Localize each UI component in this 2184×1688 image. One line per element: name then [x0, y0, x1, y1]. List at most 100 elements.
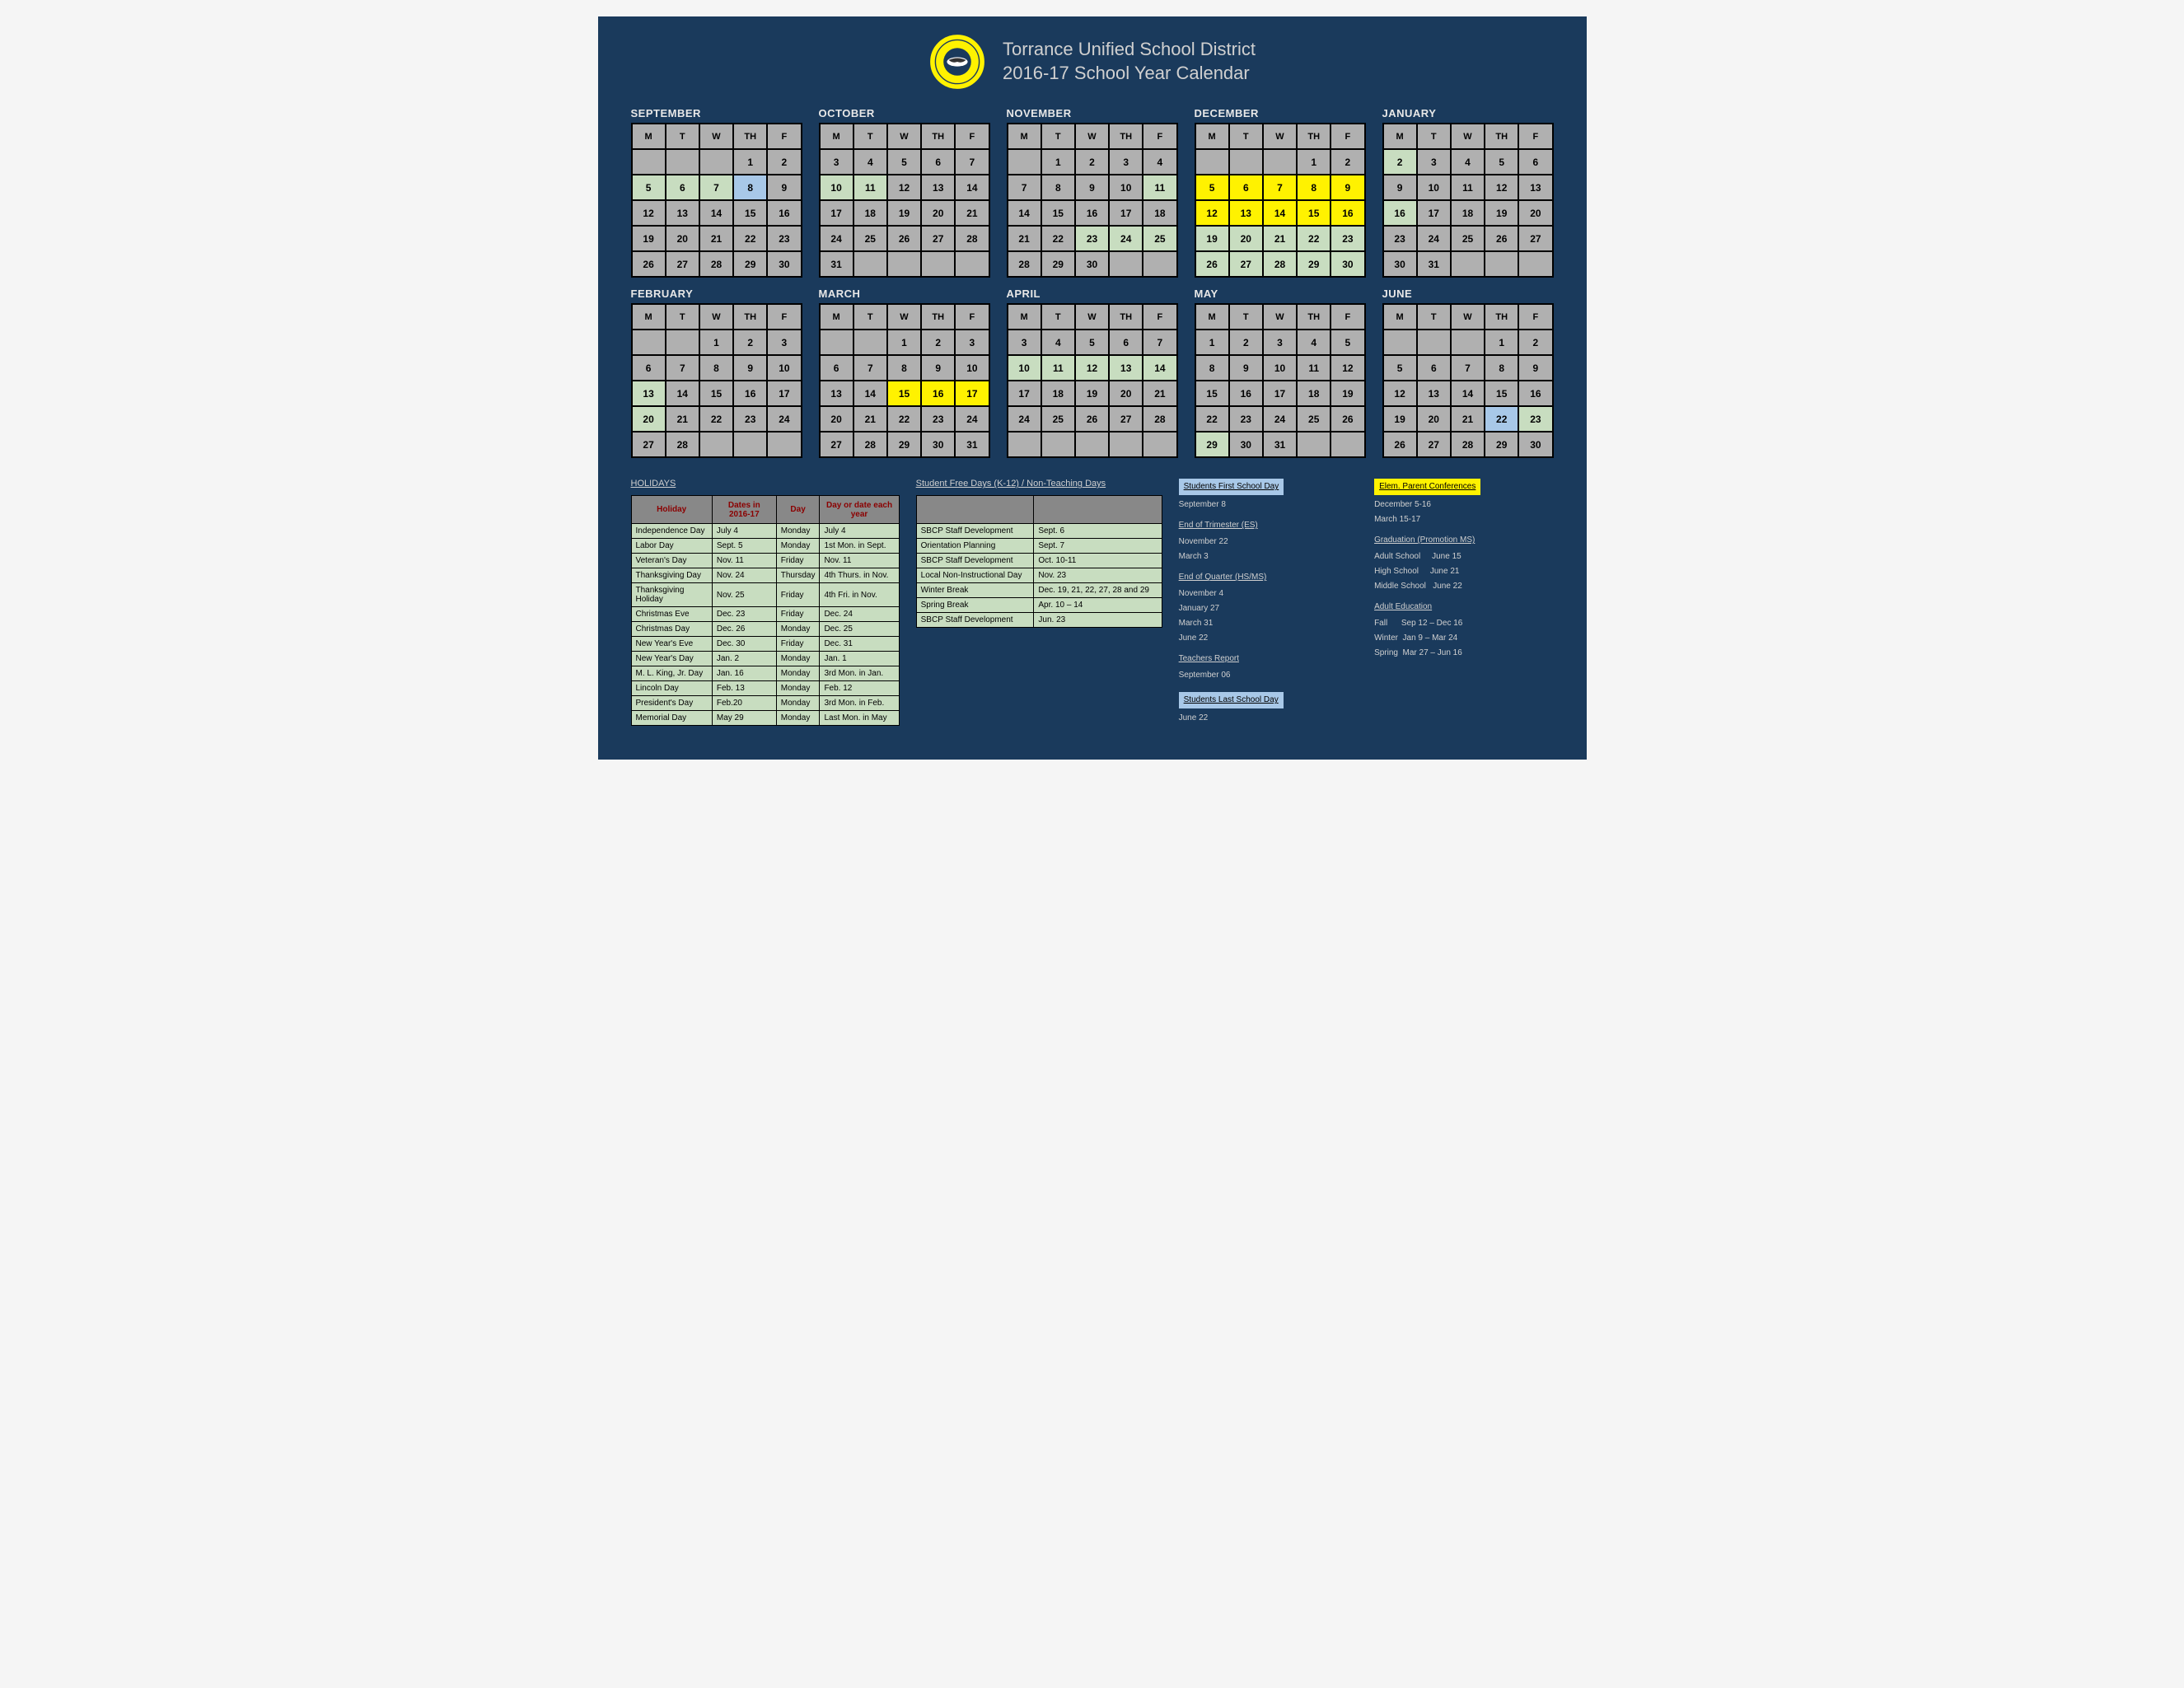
table-cell: Jan. 2 [712, 652, 776, 666]
calendar-cell: 20 [1110, 381, 1142, 405]
calendar-cell: 25 [1143, 227, 1176, 250]
calendar-cell: 13 [1519, 175, 1551, 199]
calendar-cell: 6 [1519, 150, 1551, 174]
title-line2: 2016-17 School Year Calendar [1003, 62, 1256, 86]
day-header: W [1264, 124, 1296, 148]
calendar-cell: 23 [734, 407, 766, 431]
calendar-cell: 3 [1264, 330, 1296, 354]
month-grid: MTWTHF123678910131415161720212223242728 [631, 303, 802, 458]
calendar-cell [1110, 433, 1142, 456]
table-cell: Jun. 23 [1034, 613, 1162, 628]
calendar-cell: 27 [1418, 433, 1450, 456]
calendar-cell: 30 [1519, 433, 1551, 456]
table-cell: Feb. 12 [820, 681, 899, 696]
conferences-text2: March 15-17 [1374, 513, 1553, 526]
day-header: M [1384, 124, 1416, 148]
calendar-cell: 14 [956, 175, 988, 199]
calendar-cell: 20 [633, 407, 665, 431]
calendar-cell: 2 [1384, 150, 1416, 174]
table-cell: Christmas Day [631, 622, 712, 637]
calendars-grid: SEPTEMBERMTWTHF1256789121314151619202122… [631, 107, 1554, 458]
calendar-cell: 13 [1418, 381, 1450, 405]
calendar-cell: 19 [1076, 381, 1108, 405]
day-header: W [1264, 305, 1296, 329]
calendar-cell: 2 [1331, 150, 1363, 174]
calendar-cell: 18 [854, 201, 886, 225]
calendar-cell: 14 [1143, 356, 1176, 380]
calendar-cell: 29 [1196, 433, 1228, 456]
day-header: F [956, 305, 988, 329]
calendar-cell [700, 433, 732, 456]
calendar-cell: 7 [1264, 175, 1296, 199]
calendar-cell: 27 [922, 227, 954, 250]
calendar-cell: 11 [1298, 356, 1330, 380]
month-may: MAYMTWTHF1234589101112151617181922232425… [1195, 288, 1366, 458]
calendar-cell: 23 [768, 227, 800, 250]
calendar-cell: 28 [1264, 252, 1296, 276]
calendar-cell [1076, 433, 1108, 456]
day-header: M [1196, 124, 1228, 148]
calendar-cell: 19 [1384, 407, 1416, 431]
month-name: DECEMBER [1195, 107, 1366, 119]
table-cell: Independence Day [631, 524, 712, 539]
table-cell: Nov. 23 [1034, 568, 1162, 583]
table-cell: Dec. 25 [820, 622, 899, 637]
calendar-cell: 31 [956, 433, 988, 456]
table-row: M. L. King, Jr. DayJan. 16Monday3rd Mon.… [631, 666, 899, 681]
calendar-cell [888, 252, 920, 276]
calendar-cell: 1 [734, 150, 766, 174]
month-name: MARCH [819, 288, 990, 300]
calendar-cell: 4 [1298, 330, 1330, 354]
calendar-cell: 6 [633, 356, 665, 380]
day-header: F [1331, 124, 1363, 148]
day-header: TH [922, 124, 954, 148]
table-cell: Veteran's Day [631, 554, 712, 568]
calendar-cell: 31 [821, 252, 853, 276]
table-cell: Thanksgiving Day [631, 568, 712, 583]
table-cell: Friday [776, 554, 820, 568]
calendar-cell: 4 [1042, 330, 1074, 354]
calendar-cell: 14 [700, 201, 732, 225]
calendar-cell: 29 [734, 252, 766, 276]
day-header: W [888, 124, 920, 148]
calendar-cell [1008, 150, 1041, 174]
calendar-cell [1230, 150, 1262, 174]
day-header: T [1042, 124, 1074, 148]
calendar-cell: 16 [1384, 201, 1416, 225]
calendar-cell: 12 [1485, 175, 1518, 199]
month-november: NOVEMBERMTWTHF12347891011141516171821222… [1007, 107, 1178, 278]
calendar-cell: 13 [666, 201, 699, 225]
calendar-cell: 17 [768, 381, 800, 405]
table-cell: Local Non-Instructional Day [916, 568, 1034, 583]
calendar-cell: 14 [1452, 381, 1484, 405]
calendar-cell: 21 [854, 407, 886, 431]
day-header: W [1452, 124, 1484, 148]
day-header: F [768, 305, 800, 329]
month-january: JANUARYMTWTHF234569101112131617181920232… [1382, 107, 1554, 278]
info-line: March 3 [1179, 550, 1358, 563]
table-row: President's DayFeb.20Monday3rd Mon. in F… [631, 696, 899, 711]
table-cell: Feb. 13 [712, 681, 776, 696]
table-cell: Oct. 10-11 [1034, 554, 1162, 568]
calendar-cell [1008, 433, 1041, 456]
calendar-cell: 27 [633, 433, 665, 456]
calendar-cell: 24 [1264, 407, 1296, 431]
table-cell: Monday [776, 666, 820, 681]
calendar-cell: 28 [956, 227, 988, 250]
calendar-cell: 21 [1452, 407, 1484, 431]
table-cell: Nov. 24 [712, 568, 776, 583]
info-line: Middle School June 22 [1374, 580, 1553, 592]
graduation-title: Graduation (Promotion MS) [1374, 534, 1553, 547]
calendar-cell: 11 [854, 175, 886, 199]
table-cell: M. L. King, Jr. Day [631, 666, 712, 681]
table-cell: President's Day [631, 696, 712, 711]
day-header: T [666, 305, 699, 329]
table-cell: New Year's Day [631, 652, 712, 666]
table-cell: Feb.20 [712, 696, 776, 711]
table-cell: July 4 [712, 524, 776, 539]
calendar-cell: 19 [1485, 201, 1518, 225]
holidays-header-cell: Day or date each year [820, 496, 899, 524]
calendar-cell: 10 [821, 175, 853, 199]
day-header: F [768, 124, 800, 148]
calendar-cell: 30 [922, 433, 954, 456]
